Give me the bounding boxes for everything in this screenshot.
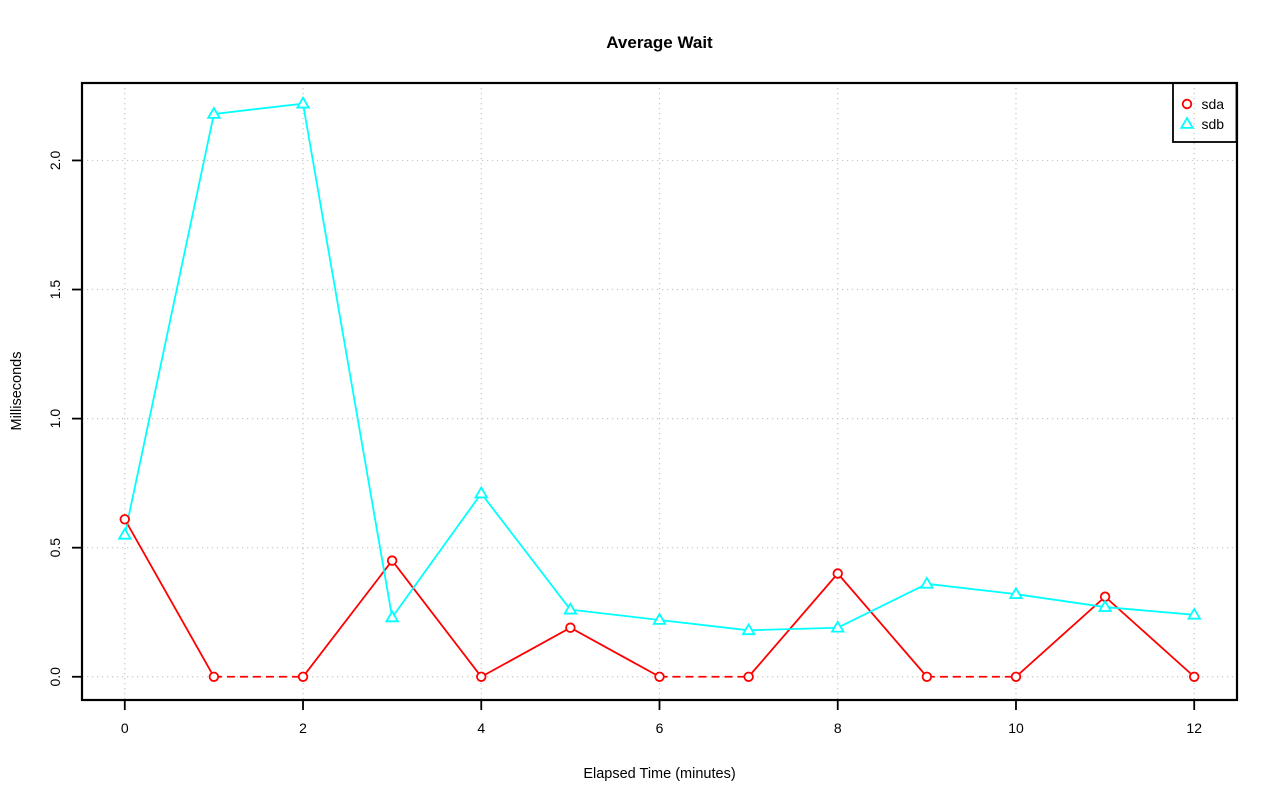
series-segment	[570, 608, 660, 621]
series-markers-sdb	[117, 95, 1202, 636]
series-segment	[1105, 606, 1195, 616]
data-point-marker-triangle	[295, 95, 311, 109]
legend-item-sdb: sdb	[1179, 116, 1225, 132]
data-point-marker-circle	[476, 671, 487, 682]
data-point-marker-circle	[832, 568, 843, 579]
series-segment	[1015, 593, 1106, 608]
legend: sda sdb	[1172, 82, 1238, 143]
data-point-marker-triangle	[473, 485, 489, 499]
series-segment	[659, 619, 749, 632]
series-line-sdb	[123, 102, 1195, 632]
x-tick-label: 0	[121, 720, 129, 736]
x-tick-label: 12	[1186, 720, 1202, 736]
series-segment	[302, 103, 394, 618]
data-point-marker-circle	[1189, 671, 1200, 682]
data-point-marker-circle	[297, 671, 309, 682]
series-segment	[1015, 596, 1106, 678]
data-point-marker-triangle	[117, 527, 133, 540]
data-point-marker-triangle	[1008, 586, 1024, 599]
data-point-marker-triangle	[919, 576, 935, 589]
data-point-marker-triangle	[206, 106, 222, 119]
data-point-marker-circle	[565, 622, 576, 633]
x-tick-label: 6	[656, 720, 664, 736]
series-segment	[391, 492, 482, 618]
data-point-marker-triangle	[384, 609, 400, 623]
chart-title: Average Wait	[606, 33, 713, 52]
y-tick-label: 0.5	[47, 538, 63, 558]
data-point-marker-circle	[654, 671, 665, 682]
plot-frame	[80, 81, 1239, 702]
series-segment	[747, 572, 839, 678]
y-tick-label: 0.0	[47, 667, 63, 687]
x-tick-label: 4	[477, 720, 485, 736]
series-segment	[123, 113, 215, 535]
series-segment	[391, 560, 482, 678]
data-point-marker-triangle	[741, 622, 756, 636]
x-axis-title: Elapsed Time (minutes)	[583, 766, 736, 782]
series-markers-sda	[119, 514, 1200, 682]
series-segment	[213, 102, 304, 115]
data-point-marker-circle	[386, 555, 398, 566]
legend-item-sda: sda	[1181, 96, 1225, 112]
y-tick-label: 1.5	[47, 280, 63, 300]
data-point-marker-circle	[208, 671, 220, 682]
series-segment	[837, 572, 928, 678]
legend-box	[1172, 82, 1238, 143]
y-tick-label: 2.0	[47, 151, 63, 171]
series-segment	[837, 583, 928, 629]
gridlines	[82, 83, 1237, 700]
data-point-marker-circle	[1181, 98, 1193, 110]
data-point-marker-triangle	[1186, 607, 1202, 620]
series-segment	[926, 582, 1017, 596]
series-segment	[123, 518, 215, 678]
data-point-marker-triangle	[1179, 116, 1195, 129]
legend-label: sdb	[1202, 116, 1225, 132]
data-point-marker-circle	[743, 671, 754, 682]
axes: 0 2 4 6 8 10 12 0.0 0.5 1.0 1.5 2.0	[47, 151, 1202, 736]
data-point-marker-circle	[921, 671, 933, 682]
x-tick-label: 8	[834, 720, 842, 736]
series-line-sda	[123, 518, 1195, 678]
x-tick-label: 2	[299, 720, 307, 736]
series-segment	[302, 560, 393, 678]
legend-label: sda	[1202, 96, 1225, 112]
y-tick-label: 1.0	[47, 409, 63, 429]
series-segment	[569, 626, 660, 678]
data-point-marker-triangle	[830, 620, 846, 633]
data-point-marker-circle	[1010, 671, 1022, 682]
series-segment	[1104, 596, 1195, 678]
data-point-marker-circle	[119, 514, 130, 525]
data-point-marker-triangle	[1097, 599, 1113, 612]
series-segment	[748, 626, 838, 632]
data-point-marker-triangle	[652, 612, 667, 625]
series-segment	[480, 492, 572, 611]
series-segment	[480, 626, 571, 678]
data-point-marker-triangle	[563, 601, 578, 615]
x-tick-label: 10	[1008, 720, 1024, 736]
